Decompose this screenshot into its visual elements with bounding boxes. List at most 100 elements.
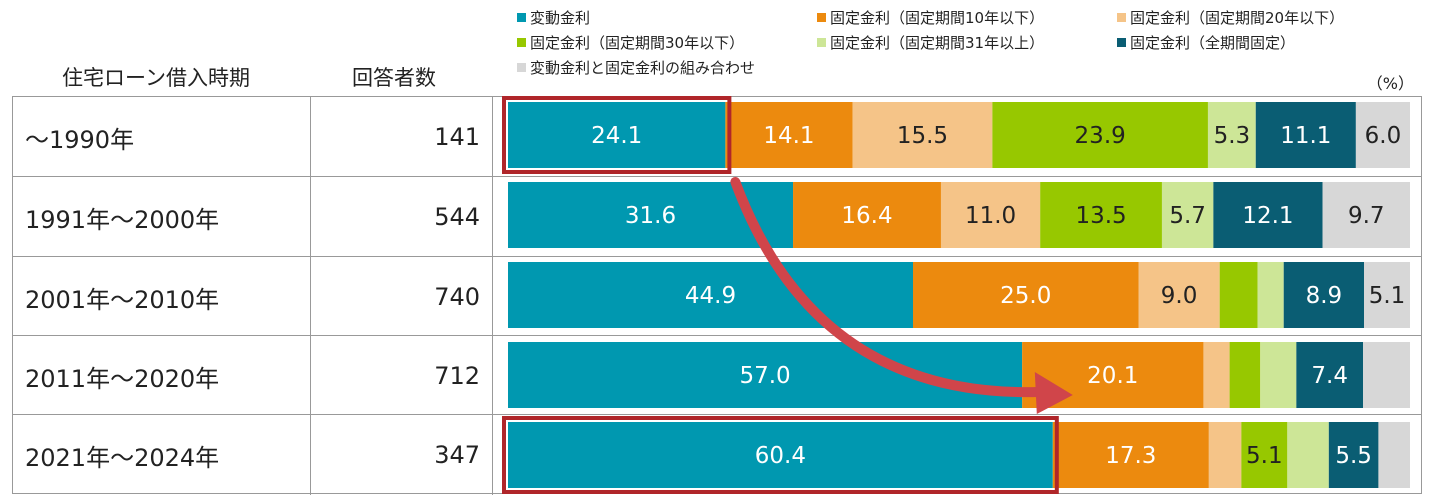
bar-segment [912,262,1139,328]
period-cell: 1991年～2000年 [13,177,311,257]
legend-label: 固定金利（固定期間10年以下） [830,9,1045,27]
data-label: 20.1 [1087,363,1138,389]
bar-segment [1355,102,1410,168]
bar-segment [1207,102,1256,168]
bar-segment [1161,182,1214,248]
data-label: 24.1 [591,123,642,149]
bar-segment [1287,422,1329,488]
bar-segment [1203,342,1230,408]
legend-label: 変動金利と固定金利の組み合わせ [530,59,756,77]
table-row: ～1990年 141 [13,97,1421,177]
bar-segment [1283,262,1364,328]
data-label: 25.0 [1000,283,1051,309]
legend-swatch [1117,38,1126,47]
bar-segment [1255,102,1356,168]
column-header-period: 住宅ローン借入時期 [62,66,250,90]
data-label: 60.4 [755,443,806,469]
legend-label: 変動金利 [530,9,591,27]
bar-segment [1208,422,1242,488]
legend-item: 固定金利（固定期間31年以上） [817,33,1044,53]
period-cell: 2001年～2010年 [13,257,311,337]
bar-segment [1257,262,1284,328]
legend-item: 固定金利（固定期間10年以下） [817,8,1044,28]
bar-segment [1378,422,1410,488]
legend-item: 固定金利（固定期間30年以下） [517,33,744,53]
data-label: 15.5 [897,123,948,149]
data-label: 5.3 [1214,123,1251,149]
bar-segment [725,102,853,168]
data-label: 5.7 [1169,203,1206,229]
bar-segment [1322,182,1410,248]
legend-swatch [517,13,526,22]
data-label: 9.7 [1348,203,1385,229]
period-cell: 2011年～2020年 [13,336,311,416]
data-label: 17.3 [1105,443,1156,469]
legend-label: 固定金利（全期間固定） [1130,34,1296,52]
respondent-count-cell: 712 [311,336,493,416]
table-row: 2001年～2010年 740 [13,256,1421,337]
data-label: 14.1 [763,123,814,149]
legend-label: 固定金利（固定期間20年以下） [1130,9,1345,27]
data-label: 9.0 [1161,283,1198,309]
data-label: 11.0 [965,203,1016,229]
respondent-count-cell: 347 [311,415,493,495]
bar-segment [508,102,726,168]
respondent-count-cell: 141 [311,97,493,177]
bar-segment [1040,182,1162,248]
data-label: 5.1 [1369,283,1406,309]
legend-item: 変動金利 [517,8,590,28]
column-header-respondents: 回答者数 [352,66,436,90]
table-row: 1991年～2000年 544 [13,176,1421,257]
data-label: 57.0 [739,363,790,389]
data-label: 6.0 [1365,123,1402,149]
legend-item: 変動金利と固定金利の組み合わせ [517,58,755,78]
data-label: 5.1 [1246,443,1283,469]
data-label: 16.4 [841,203,892,229]
bar-segment [1219,262,1258,328]
bar-segment [508,342,1023,408]
bar-segment [1328,422,1379,488]
period-cell: ～1990年 [13,97,311,177]
bar-segment [852,102,993,168]
table-row: 2011年～2020年 712 [13,335,1421,416]
bar-segment [1363,342,1410,408]
legend-swatch [517,63,526,72]
data-label: 7.4 [1311,363,1348,389]
data-label: 11.1 [1280,123,1331,149]
bar-segment [1260,342,1297,408]
bar-segment [940,182,1041,248]
bar-segment [1229,342,1261,408]
respondent-count-cell: 740 [311,257,493,337]
data-label: 31.6 [625,203,676,229]
trend-arrow-line [730,177,1044,398]
legend-swatch [817,38,826,47]
data-label: 44.9 [685,283,736,309]
unit-label: （%） [1366,74,1414,93]
data-label: 13.5 [1075,203,1126,229]
legend-swatch [817,13,826,22]
table-row: 2021年～2024年 347 [13,414,1421,495]
bar-segment [508,422,1053,488]
bar-segment [1052,422,1209,488]
trend-arrow-head [1034,372,1073,414]
bar-segment [1213,182,1323,248]
legend-item: 固定金利（全期間固定） [1117,33,1295,53]
bar-segment [992,102,1208,168]
legend-label: 固定金利（固定期間31年以上） [830,34,1045,52]
legend-label: 固定金利（固定期間30年以下） [530,34,745,52]
highlight-box [502,96,732,174]
legend-swatch [517,38,526,47]
data-label: 12.1 [1242,203,1293,229]
chart-legend: 変動金利 固定金利（固定期間10年以下） 固定金利（固定期間20年以下） 固定金… [517,8,1417,88]
period-cell: 2021年～2024年 [13,415,311,495]
bar-segment [1296,342,1364,408]
data-label: 5.5 [1335,443,1372,469]
data-label: 8.9 [1306,283,1343,309]
bar-segment [1138,262,1220,328]
data-label: 23.9 [1075,123,1126,149]
bar-segment [1241,422,1288,488]
highlight-box [502,416,1059,494]
legend-swatch [1117,13,1126,22]
legend-item: 固定金利（固定期間20年以下） [1117,8,1344,28]
